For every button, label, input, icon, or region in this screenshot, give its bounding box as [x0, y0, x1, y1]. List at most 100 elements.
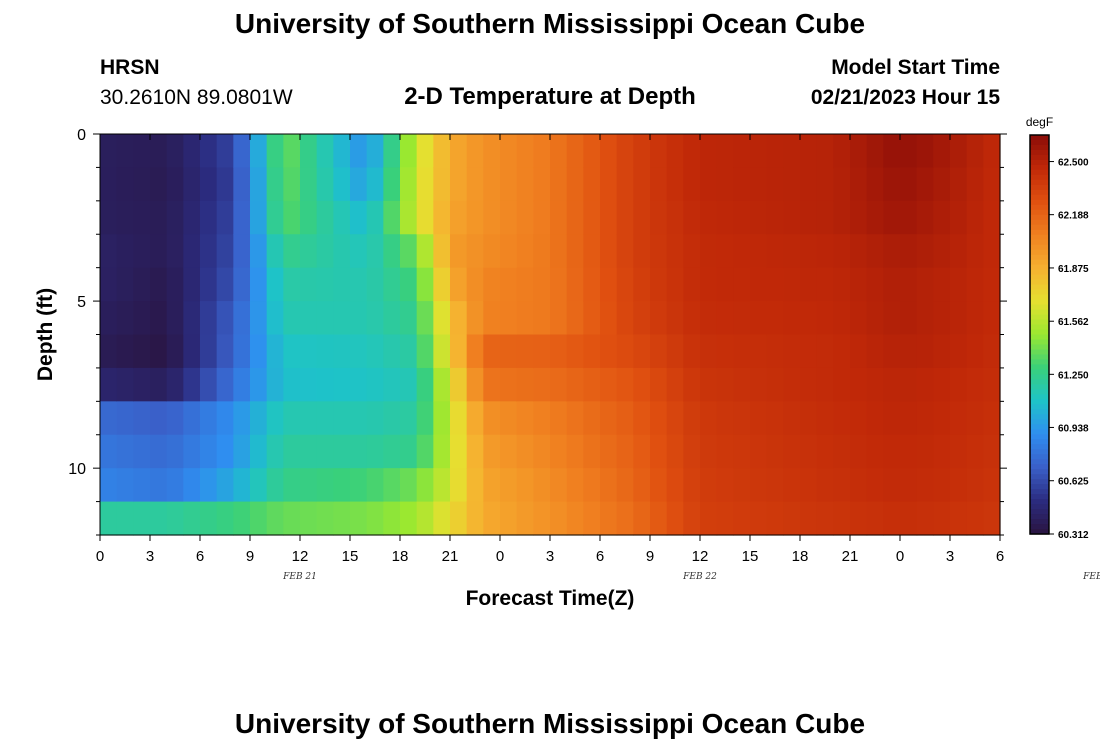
- heatmap-cell: [616, 434, 634, 469]
- heatmap-cell: [833, 200, 851, 235]
- heatmap-cell: [900, 501, 918, 536]
- heatmap-cell: [183, 401, 201, 436]
- heatmap-cell: [233, 200, 251, 235]
- heatmap-cell: [716, 234, 734, 269]
- heatmap-cell: [483, 234, 501, 269]
- colorbar-segment: [1030, 419, 1049, 425]
- heatmap-cell: [166, 301, 184, 336]
- heatmap-cell: [900, 334, 918, 369]
- heatmap-cell: [483, 501, 501, 536]
- heatmap-cell: [766, 501, 784, 536]
- heatmap-cell: [516, 301, 534, 336]
- heatmap-cell: [616, 501, 634, 536]
- heatmap-cell: [683, 401, 701, 436]
- heatmap-cell: [216, 167, 234, 202]
- heatmap-cell: [700, 468, 718, 503]
- heatmap-cell: [816, 267, 834, 302]
- heatmap-cell: [816, 401, 834, 436]
- heatmap-cell: [650, 401, 668, 436]
- heatmap-cell: [200, 367, 218, 402]
- colorbar-tick-label: 61.250: [1058, 370, 1089, 381]
- heatmap-cell: [583, 401, 601, 436]
- colorbar-segment: [1030, 434, 1049, 440]
- heatmap-cell: [883, 334, 901, 369]
- heatmap-cell: [566, 301, 584, 336]
- heatmap-cell: [616, 401, 634, 436]
- heatmap-cell: [600, 134, 618, 169]
- heatmap-cell: [383, 134, 401, 169]
- heatmap-cell: [266, 167, 284, 202]
- heatmap-cells: [100, 134, 1001, 536]
- heatmap-cell: [950, 200, 968, 235]
- date-label: FEB 21: [282, 572, 317, 582]
- colorbar-segment: [1030, 344, 1049, 351]
- heatmap-cell: [800, 334, 818, 369]
- heatmap-cell: [133, 234, 151, 269]
- heatmap-cell: [883, 301, 901, 336]
- heatmap-cell: [250, 468, 268, 503]
- colorbar-segment: [1030, 409, 1049, 415]
- heatmap-cell: [533, 434, 551, 469]
- heatmap-cell: [183, 267, 201, 302]
- x-tick-label: 21: [442, 548, 459, 565]
- heatmap-cell: [833, 167, 851, 202]
- heatmap-cell: [200, 334, 218, 369]
- heatmap-cell: [233, 334, 251, 369]
- heatmap-cell: [633, 234, 651, 269]
- heatmap-cell: [566, 267, 584, 302]
- heatmap-cell: [433, 134, 451, 169]
- heatmap-cell: [716, 401, 734, 436]
- heatmap-cell: [733, 200, 751, 235]
- heatmap-cell: [300, 334, 318, 369]
- heatmap-cell: [150, 301, 168, 336]
- heatmap-cell: [800, 468, 818, 503]
- heatmap-cell: [616, 334, 634, 369]
- heatmap-cell: [900, 267, 918, 302]
- heatmap-cell: [683, 301, 701, 336]
- heatmap-cell: [366, 301, 384, 336]
- heatmap-cell: [700, 334, 718, 369]
- heatmap-cell: [350, 200, 368, 235]
- colorbar-segment: [1030, 349, 1049, 356]
- heatmap-cell: [333, 434, 351, 469]
- heatmap-cell: [233, 167, 251, 202]
- heatmap-cell: [866, 167, 884, 202]
- heatmap-cell: [850, 200, 868, 235]
- heatmap-cell: [850, 401, 868, 436]
- heatmap-cell: [116, 134, 134, 169]
- heatmap-cell: [883, 401, 901, 436]
- heatmap-cell: [500, 334, 518, 369]
- heatmap-cell: [200, 234, 218, 269]
- heatmap-cell: [516, 234, 534, 269]
- heatmap-cell: [366, 401, 384, 436]
- heatmap-cell: [133, 267, 151, 302]
- heatmap-cell: [800, 234, 818, 269]
- heatmap-cell: [716, 134, 734, 169]
- heatmap-cell: [833, 468, 851, 503]
- heatmap-cell: [966, 167, 984, 202]
- colorbar-segment: [1030, 174, 1049, 181]
- colorbar-segment: [1030, 384, 1049, 390]
- heatmap-cell: [183, 167, 201, 202]
- heatmap-cell: [150, 200, 168, 235]
- heatmap-cell: [566, 401, 584, 436]
- heatmap-cell: [133, 367, 151, 402]
- heatmap-cell: [416, 434, 434, 469]
- heatmap-cell: [983, 234, 1001, 269]
- colorbar-segment: [1030, 184, 1049, 191]
- heatmap-cell: [316, 334, 334, 369]
- heatmap-cell: [783, 434, 801, 469]
- heatmap-cell: [566, 200, 584, 235]
- heatmap-cell: [266, 434, 284, 469]
- colorbar-segment: [1030, 159, 1049, 166]
- heatmap-cell: [750, 301, 768, 336]
- heatmap-cell: [383, 267, 401, 302]
- heatmap-cell: [533, 167, 551, 202]
- heatmap-cell: [300, 301, 318, 336]
- heatmap-cell: [466, 234, 484, 269]
- heatmap-cell: [333, 501, 351, 536]
- heatmap-cell: [983, 267, 1001, 302]
- heatmap-cell: [600, 200, 618, 235]
- heatmap-cell: [216, 501, 234, 536]
- heatmap-cell: [933, 367, 951, 402]
